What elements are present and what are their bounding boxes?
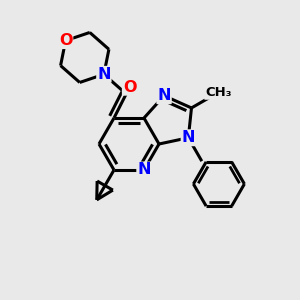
Text: O: O [123,80,136,95]
Text: N: N [137,163,151,178]
Text: N: N [157,88,171,103]
Text: O: O [59,33,72,48]
Text: CH₃: CH₃ [205,86,232,99]
Text: N: N [97,67,111,82]
Text: N: N [182,130,195,145]
